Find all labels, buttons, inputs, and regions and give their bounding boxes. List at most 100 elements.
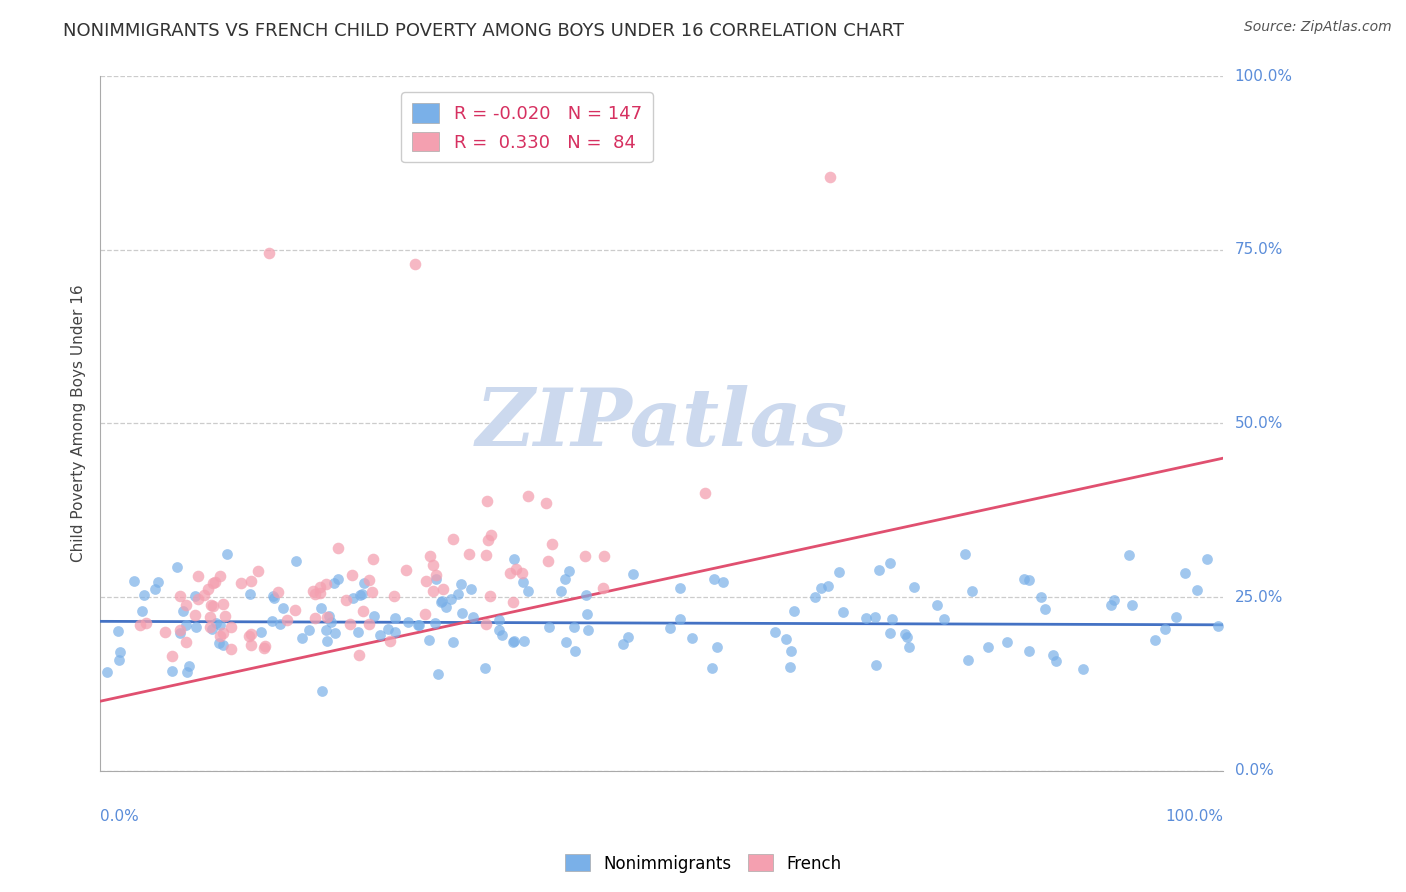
Point	[239, 639, 262, 653]
Point	[804, 590, 827, 604]
Point	[176, 665, 198, 680]
Point	[575, 588, 598, 602]
Point	[430, 593, 453, 607]
Point	[505, 562, 527, 576]
Point	[537, 620, 560, 634]
Point	[208, 636, 231, 650]
Point	[1018, 573, 1040, 587]
Point	[408, 618, 430, 632]
Point	[488, 614, 510, 628]
Point	[263, 591, 285, 606]
Point	[335, 593, 357, 607]
Point	[783, 604, 806, 618]
Point	[200, 610, 222, 624]
Point	[184, 607, 207, 622]
Point	[669, 612, 692, 626]
Point	[269, 617, 291, 632]
Y-axis label: Child Poverty Among Boys Under 16: Child Poverty Among Boys Under 16	[72, 285, 86, 562]
Point	[384, 624, 406, 639]
Point	[882, 612, 904, 626]
Point	[775, 632, 797, 647]
Point	[229, 575, 252, 590]
Point	[418, 632, 440, 647]
Point	[215, 547, 238, 561]
Point	[780, 644, 803, 658]
Point	[450, 577, 472, 591]
Point	[135, 616, 157, 631]
Point	[349, 588, 371, 602]
Point	[359, 573, 381, 587]
Point	[131, 604, 153, 618]
Point	[1144, 632, 1167, 647]
Point	[441, 532, 464, 546]
Point	[1185, 582, 1208, 597]
Point	[534, 496, 557, 510]
Point	[541, 537, 564, 551]
Point	[592, 581, 614, 595]
Point	[273, 601, 295, 615]
Point	[779, 660, 801, 674]
Point	[443, 635, 465, 649]
Point	[204, 575, 226, 590]
Point	[669, 581, 692, 595]
Point	[197, 582, 219, 596]
Point	[301, 584, 323, 599]
Point	[934, 612, 956, 626]
Point	[425, 567, 447, 582]
Point	[1033, 602, 1056, 616]
Point	[107, 653, 129, 667]
Point	[576, 623, 599, 637]
Point	[377, 622, 399, 636]
Point	[246, 565, 269, 579]
Point	[658, 622, 681, 636]
Point	[184, 589, 207, 603]
Point	[419, 549, 441, 564]
Point	[208, 618, 231, 632]
Point	[817, 579, 839, 593]
Point	[1206, 619, 1229, 633]
Point	[257, 246, 280, 260]
Point	[513, 634, 536, 648]
Point	[239, 587, 262, 601]
Point	[1012, 572, 1035, 586]
Point	[1174, 566, 1197, 580]
Point	[623, 567, 645, 582]
Point	[363, 608, 385, 623]
Point	[200, 598, 222, 612]
Point	[253, 639, 276, 653]
Point	[458, 547, 481, 561]
Point	[318, 608, 340, 623]
Point	[267, 585, 290, 599]
Point	[828, 565, 851, 579]
Point	[681, 632, 703, 646]
Point	[346, 624, 368, 639]
Point	[925, 598, 948, 612]
Point	[450, 607, 472, 621]
Point	[879, 626, 901, 640]
Point	[238, 629, 260, 643]
Point	[977, 640, 1000, 655]
Point	[219, 620, 242, 634]
Point	[1153, 622, 1175, 636]
Point	[176, 617, 198, 632]
Point	[576, 607, 599, 622]
Point	[284, 603, 307, 617]
Point	[422, 558, 444, 572]
Point	[554, 572, 576, 586]
Point	[440, 592, 463, 607]
Point	[350, 587, 373, 601]
Point	[1118, 548, 1140, 562]
Point	[461, 610, 484, 624]
Text: ZIPatlas: ZIPatlas	[475, 384, 848, 462]
Point	[413, 607, 436, 621]
Point	[339, 616, 361, 631]
Point	[309, 601, 332, 615]
Text: 100.0%: 100.0%	[1234, 69, 1292, 84]
Point	[810, 581, 832, 595]
Point	[187, 591, 209, 606]
Point	[221, 642, 243, 657]
Point	[107, 624, 129, 638]
Point	[146, 574, 169, 589]
Point	[315, 610, 337, 624]
Point	[896, 630, 918, 644]
